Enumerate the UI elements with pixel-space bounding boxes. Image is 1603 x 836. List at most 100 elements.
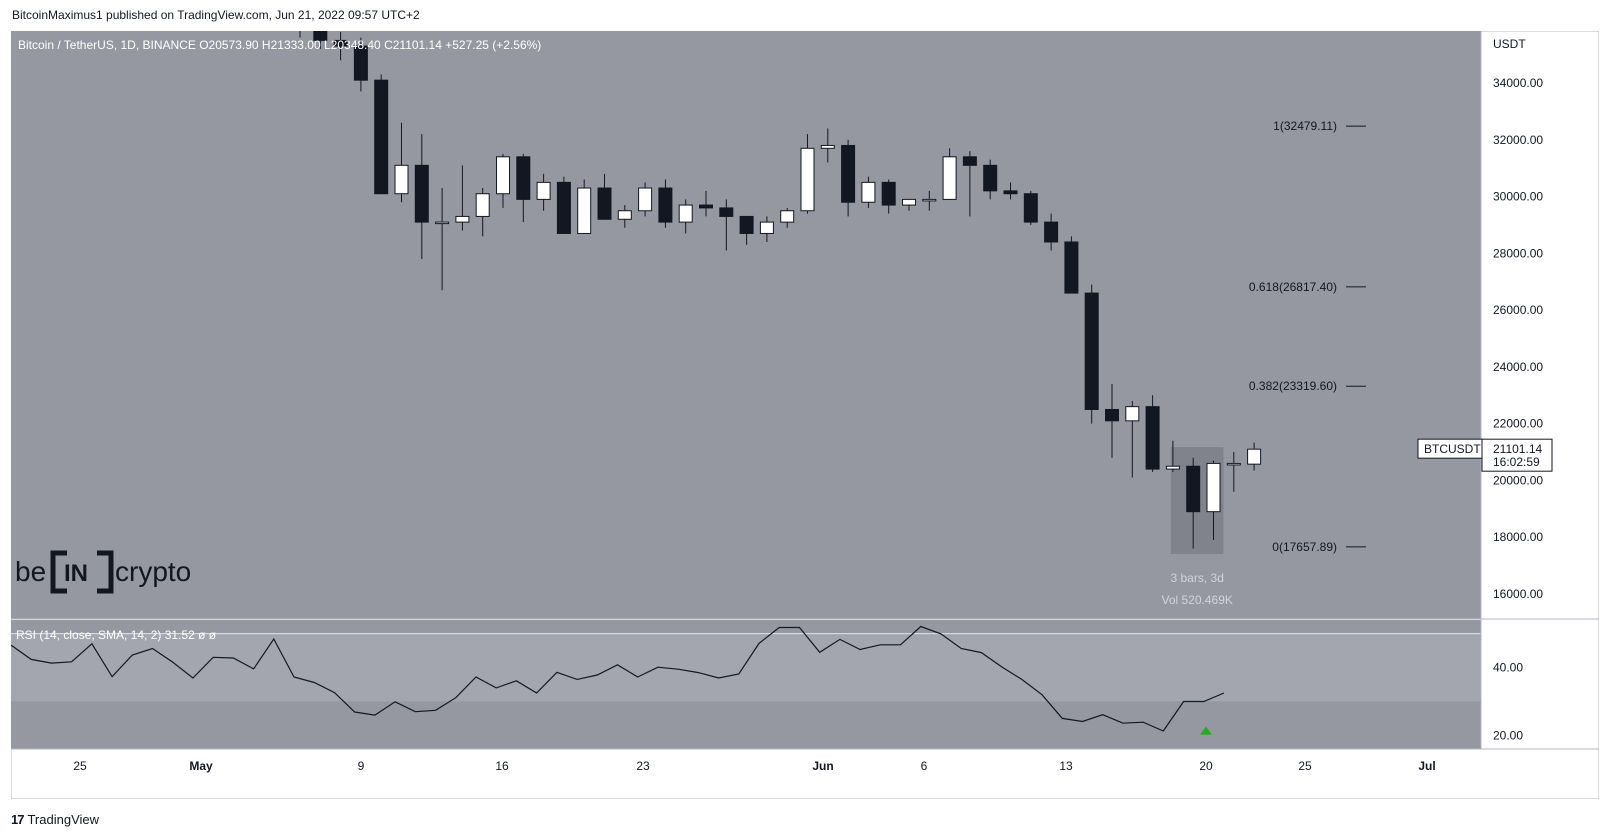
rsi-tick-label: 40.00 [1493, 661, 1523, 675]
price-tag-box [1481, 438, 1553, 472]
candle-body [1003, 190, 1018, 195]
price-pane-bg [11, 31, 1481, 619]
candle [1003, 182, 1018, 200]
candle [394, 122, 409, 203]
candle-body [516, 156, 531, 200]
candle-body [1186, 465, 1201, 513]
candle [299, 31, 301, 38]
chart-canvas[interactable]: be IN crypto 1(32479.11) 0.618(26817.40) 0.3… [10, 30, 1600, 800]
ohlc-legend-part: H [262, 38, 271, 52]
candle-body [435, 221, 450, 225]
candle-body [902, 198, 916, 206]
candle [577, 179, 592, 234]
candle-body [1125, 406, 1140, 422]
time-tick-label: 6 [921, 759, 928, 773]
watermark-in: IN [64, 560, 88, 587]
price-tick-label: 30000.00 [1493, 190, 1543, 204]
rsi-signal-arrow-icon [1200, 726, 1212, 735]
price-tick-label: 18000.00 [1493, 530, 1543, 544]
candle [536, 173, 551, 211]
candle-body [678, 204, 693, 223]
symbol-tag-label: BTCUSDT [1424, 442, 1481, 456]
candle [902, 198, 916, 211]
candle-body [313, 31, 328, 41]
candle [1186, 457, 1201, 549]
candle [556, 176, 571, 234]
candle-body [1206, 462, 1221, 513]
price-tick-label: 32000.00 [1493, 133, 1543, 147]
candle [1105, 383, 1119, 458]
candle-body [353, 45, 368, 81]
ohlc-legend-part: 20573.90 [209, 38, 262, 52]
candle [638, 182, 653, 217]
price-tag-countdown: 16:02:59 [1493, 455, 1540, 469]
candle-body [739, 215, 754, 234]
candle [719, 199, 734, 251]
time-tick-label: 23 [636, 759, 650, 773]
candle [1247, 442, 1262, 471]
candle-body [1247, 448, 1262, 465]
candle [374, 74, 389, 195]
candle [942, 148, 957, 200]
candle-body [475, 193, 490, 217]
ohlc-legend-part: +527.25 (+2.56%) [445, 38, 541, 52]
candle [983, 159, 998, 200]
candle-body [820, 144, 835, 149]
range-bars-label: 3 bars, 3d [1171, 571, 1224, 585]
time-tick-label: 20 [1199, 759, 1213, 773]
candle-body [962, 156, 977, 166]
time-tick-label: 25 [73, 759, 87, 773]
candle [800, 134, 815, 214]
rsi-line [10, 625, 1225, 732]
ohlc-legend-part: O [199, 38, 208, 52]
candle-body [374, 79, 389, 195]
ohlc-legend-part: 21101.14 [393, 38, 446, 52]
chart-frame[interactable]: be IN crypto 1(32479.11) 0.618(26817.40) 0.3… [10, 30, 1600, 800]
candle [841, 139, 856, 217]
candle-body [556, 181, 571, 234]
watermark-bracket-gap [67, 549, 97, 595]
candle [597, 173, 612, 220]
candle [1044, 213, 1059, 251]
candle [658, 179, 673, 228]
candles-group [299, 31, 1262, 549]
tradingview-logo-icon: 17 [11, 812, 25, 827]
candle [1125, 400, 1140, 478]
candle [780, 207, 795, 228]
range-vol-label: Vol 520.469K [1161, 593, 1232, 607]
candle [1084, 284, 1099, 424]
published-line: BitcoinMaximus1 published on TradingView… [12, 8, 420, 22]
candle-body [1064, 241, 1079, 294]
ohlc-legend-part: 20348.40 [331, 38, 384, 52]
tradingview-footer[interactable]: 17 TradingView [11, 812, 99, 827]
candle-body [922, 198, 937, 202]
time-tick-label: 16 [495, 759, 509, 773]
watermark-be: be [15, 556, 46, 587]
candle-body [414, 164, 429, 223]
candle [759, 216, 774, 242]
candle-body [1044, 221, 1059, 243]
candle [435, 188, 450, 291]
candle-body [841, 144, 856, 203]
price-tick-label: 16000.00 [1493, 587, 1543, 601]
fib-label: 0(17657.89) [1272, 540, 1337, 554]
ohlc-legend-part: 21333.00 [271, 38, 324, 52]
time-tick-label: 9 [358, 759, 365, 773]
time-tick-label: Jul [1418, 759, 1435, 773]
candle [861, 176, 876, 208]
price-tick-label: 24000.00 [1493, 360, 1543, 374]
candle [820, 128, 835, 163]
candle-body [759, 221, 774, 234]
candle [414, 134, 429, 260]
candle-body [617, 210, 632, 220]
candle-body [1226, 462, 1241, 466]
ohlc-legend-part: Bitcoin / TetherUS, 1D, BINANCE [18, 38, 199, 52]
rsi-band [11, 633, 1481, 702]
candle [617, 205, 632, 228]
candle [333, 31, 348, 61]
candle-body [719, 207, 734, 217]
price-tick-label: 20000.00 [1493, 473, 1543, 487]
candle-body [1145, 406, 1160, 470]
candle [678, 199, 693, 234]
